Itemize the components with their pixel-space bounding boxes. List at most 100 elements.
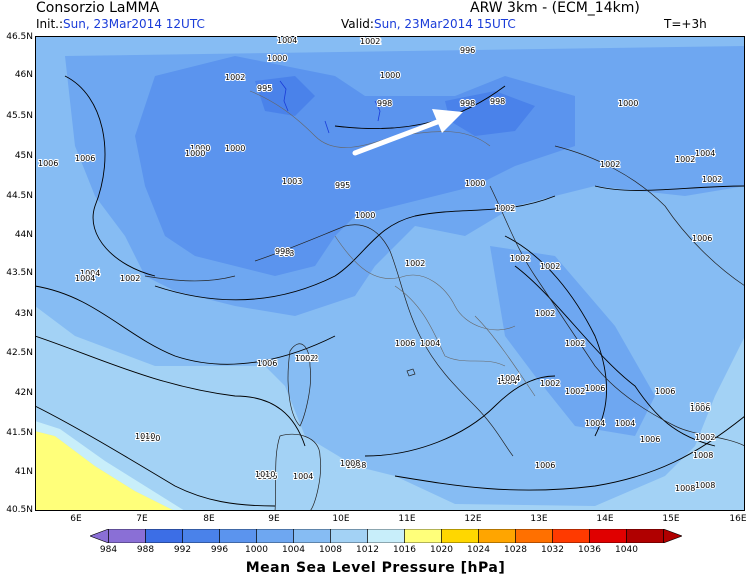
colorbar-max-arrow — [663, 529, 682, 543]
isobar-label: 995 — [257, 84, 272, 93]
isobar-label: 1006 — [38, 159, 58, 168]
isobar-label: 1004 — [695, 149, 715, 158]
isobar-label: 1006 — [692, 234, 712, 243]
isobar-label: 1010 — [135, 432, 155, 441]
isobar-label: 1000 — [190, 144, 210, 153]
colorbar-level-label: 1004 — [282, 545, 305, 555]
model-title: ARW 3km - (ECM_14km) — [470, 0, 640, 16]
isobar-label: 1010 — [140, 434, 160, 443]
isobar-label: 1002 — [495, 204, 515, 213]
isobar-label: 1002 — [295, 354, 315, 363]
forecast-step: T=+3h — [664, 17, 707, 31]
source-title: Consorzio LaMMA — [36, 0, 160, 16]
lat-label: 40.5N — [6, 505, 33, 515]
isobar-label: 1006 — [535, 461, 555, 470]
colorbar-level-label: 1012 — [356, 545, 379, 555]
isobar-label: 1006 — [585, 384, 605, 393]
isobar-label: 1006 — [257, 472, 277, 481]
lat-label: 44.5N — [6, 191, 33, 201]
colorbar-cell — [330, 529, 368, 543]
valid-value: Sun, 23Mar2014 15UTC — [373, 17, 516, 31]
isobar-label: 1002 — [535, 309, 555, 318]
isobar-label: 998 — [279, 249, 294, 258]
isobar-label: 996 — [460, 46, 475, 55]
isobar-label: 1006 — [395, 339, 415, 348]
isobar-label: 1008 — [695, 481, 715, 490]
isobar-label: 1002 — [510, 254, 530, 263]
colorbar-level-label: 1036 — [578, 545, 601, 555]
border-alps — [249, 90, 491, 148]
colorbar-cell — [367, 529, 405, 543]
border-region — [334, 235, 516, 331]
isobar-label: 1002 — [540, 379, 560, 388]
isobar-label: 1002 — [565, 387, 585, 396]
isobar-label: 1004 — [615, 419, 635, 428]
isobar-labels: 1006 1004 1002 998 1010 1002 1008 1002 1004 1000 9… — [37, 36, 723, 494]
isobar-label: 998 — [377, 99, 392, 108]
isobar-label: 1008 — [693, 451, 713, 460]
isobar-label: 1004 — [585, 419, 605, 428]
lat-label: 41.5N — [6, 428, 33, 438]
isobar-label: 1006 — [640, 435, 660, 444]
colorbar-min-arrow — [90, 529, 109, 543]
border-region3 — [474, 315, 536, 397]
isobar-label: 1006 — [690, 404, 710, 413]
colorbar-cell — [293, 529, 331, 543]
colorbar-cell — [219, 529, 257, 543]
colorbar-level-label: 1028 — [504, 545, 527, 555]
colorbar-level-label: 992 — [173, 545, 192, 555]
colorbar-level-label: 984 — [99, 545, 118, 555]
lon-label: 9E — [268, 514, 280, 524]
lon-label: 13E — [530, 514, 548, 524]
colorbar-cell — [441, 529, 479, 543]
isobar-label: 998 — [490, 97, 505, 106]
isobar-label: 1002 — [298, 354, 318, 363]
lat-label: 46.5N — [6, 32, 33, 42]
band-992 — [445, 91, 535, 136]
lon-label: 11E — [398, 514, 416, 524]
colorbar-cell — [256, 529, 294, 543]
init-time: Init.:Sun, 23Mar2014 12UTC — [36, 17, 205, 31]
isobar-label: 1003 — [282, 177, 302, 186]
isobar-label: 1006 — [257, 359, 277, 368]
isobar-label: 1002 — [405, 259, 425, 268]
lat-label: 43.5N — [6, 268, 33, 278]
border-region2 — [394, 285, 506, 367]
wind-arrow-icon — [352, 109, 463, 156]
lon-label: 12E — [464, 514, 482, 524]
colorbar-level-label: 1016 — [393, 545, 416, 555]
isobar-label: 1000 — [267, 54, 287, 63]
isobar-label: 1008 — [340, 459, 360, 468]
valid-time: Valid:Sun, 23Mar2014 15UTC — [341, 17, 516, 31]
isobar-label: 1000 — [618, 99, 638, 108]
init-label: Init.: — [36, 17, 64, 31]
isobar-label: 1000 — [355, 211, 375, 220]
isobar-label: 1002 — [540, 262, 560, 271]
isobar-label: 1002 — [360, 37, 380, 46]
isobar-label: 1002 — [702, 175, 722, 184]
colorbar-cell — [589, 529, 627, 543]
isobar-label: 1010 — [255, 470, 275, 479]
colorbar-level-label: 996 — [210, 545, 229, 555]
isobar-label: 998 — [275, 247, 290, 256]
lat-label: 41N — [14, 467, 33, 477]
colorbar-level-label: 1020 — [430, 545, 453, 555]
lon-label: 14E — [596, 514, 614, 524]
isobar-label: 1002 — [565, 339, 585, 348]
lon-label: 6E — [70, 514, 82, 524]
colorbar — [90, 529, 682, 543]
lon-label: 15E — [662, 514, 680, 524]
island-elba — [406, 368, 416, 377]
coast-corsica — [287, 343, 311, 427]
band-1000b — [490, 246, 655, 436]
isobar-label: 1006 — [655, 387, 675, 396]
isobar-label: 1006 — [75, 154, 95, 163]
lat-label: 46N — [14, 70, 33, 80]
lat-label: 42.5N — [6, 348, 33, 358]
coast-adriatic — [489, 185, 745, 447]
isobar-label: 1004 — [497, 377, 517, 386]
isobar-label: 998 — [460, 99, 475, 108]
band-1012-edge — [35, 421, 185, 511]
colorbar-cell — [478, 529, 516, 543]
colorbar-cell — [182, 529, 220, 543]
